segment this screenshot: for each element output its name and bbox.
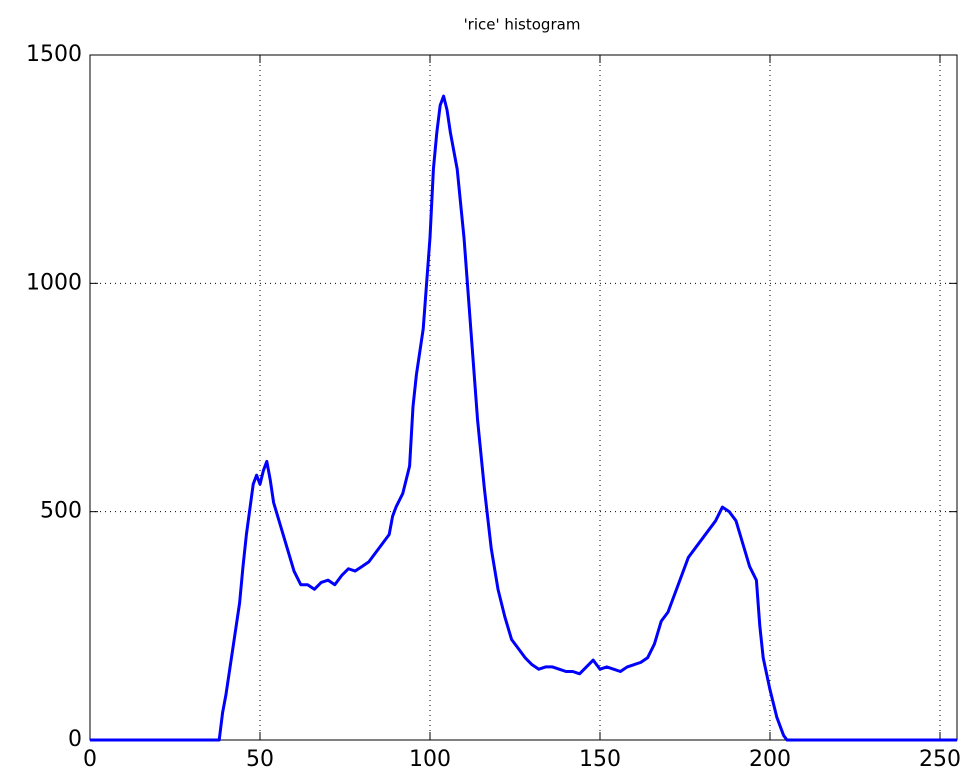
x-tick-label: 100 [409,747,451,772]
y-tick-label: 500 [40,499,82,524]
x-tick-label: 50 [246,747,274,772]
plot-area [90,55,957,740]
x-tick-label: 200 [749,747,791,772]
chart-title: 'rice' histogram [464,16,581,34]
plot-frame [89,54,958,741]
x-tick-label: 150 [579,747,621,772]
y-tick-label: 1500 [26,42,82,67]
x-tick-label: 250 [919,747,961,772]
data-line [90,94,957,742]
y-tick-label: 0 [68,727,82,752]
x-tick-label: 0 [83,747,97,772]
y-tick-label: 1000 [26,270,82,295]
